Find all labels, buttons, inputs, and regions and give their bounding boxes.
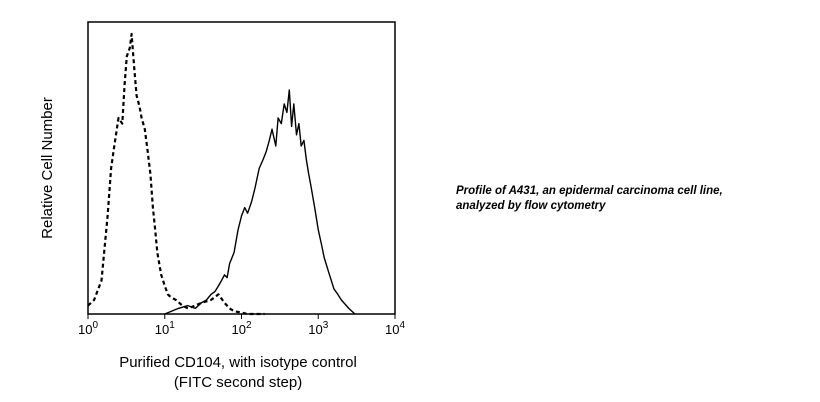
plot-frame (87, 21, 396, 315)
series-cd104-solid (164, 89, 356, 315)
x-tick-label: 103 (308, 320, 328, 337)
series-layer (87, 32, 356, 316)
caption-line1: Profile of A431, an epidermal carcinoma … (456, 185, 723, 197)
x-axis: 100 101 102 103 104 (78, 314, 405, 337)
x-axis-label-line2: (FITC second step) (174, 374, 302, 391)
x-tick-label: 100 (78, 320, 98, 337)
figure-caption: Profile of A431, an epidermal carcinoma … (456, 184, 796, 214)
caption-line2: analyzed by flow cytometry (456, 200, 606, 212)
x-tick-label: 102 (231, 320, 251, 337)
x-tick-label: 101 (155, 320, 175, 337)
x-axis-label-line1: Purified CD104, with isotype control (119, 354, 357, 371)
y-axis-label: Relative Cell Number (39, 97, 56, 239)
x-tick-label: 104 (385, 320, 405, 337)
series-isotype-control-dashed (87, 32, 265, 316)
